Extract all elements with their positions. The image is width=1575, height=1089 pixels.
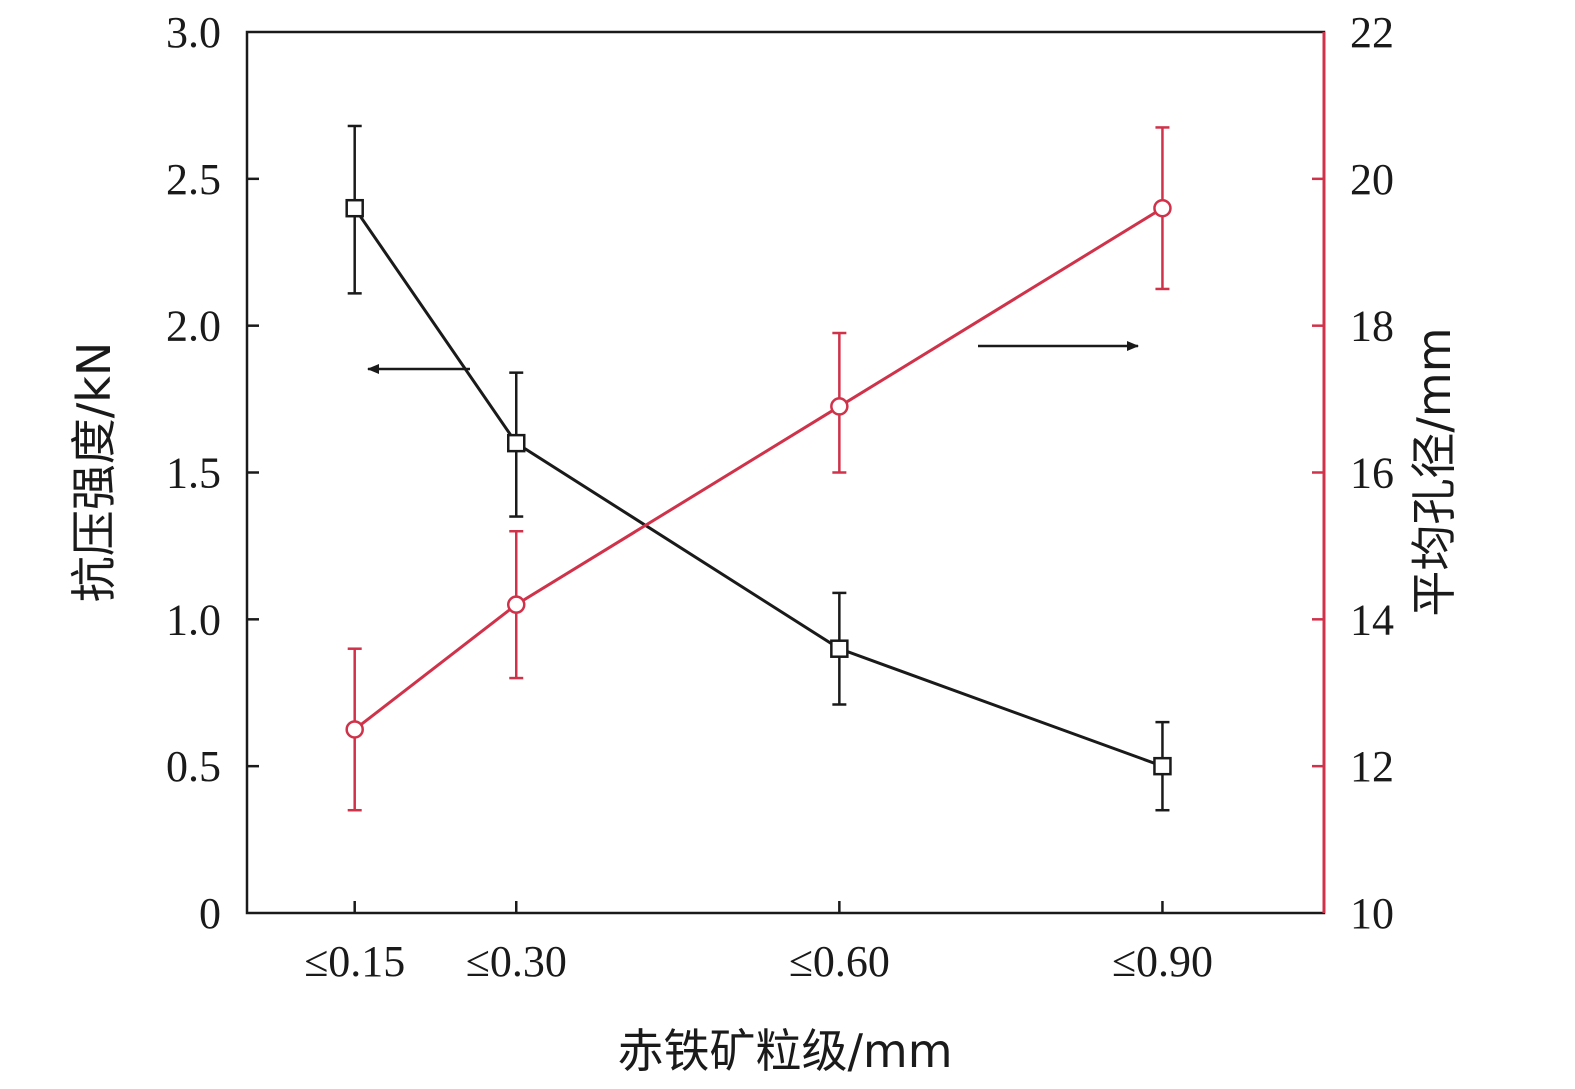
x-tick-label: ≤0.30	[466, 937, 567, 986]
data-point-square	[1153, 756, 1172, 776]
y2-tick-label: 20	[1350, 155, 1394, 204]
data-point-square	[830, 639, 849, 658]
x-axis-title: 赤铁矿粒级/mm	[617, 1024, 952, 1078]
y2-axis-title: 平均孔径/mm	[1407, 327, 1461, 616]
y-tick-label: 3.0	[166, 8, 221, 57]
y2-tick-label: 12	[1350, 742, 1394, 791]
y-tick-label: 0.5	[166, 742, 221, 791]
series-1-line	[353, 207, 1163, 768]
x-tick-label: ≤0.15	[304, 937, 405, 986]
data-point-circle	[507, 595, 526, 614]
y2-tick-label: 16	[1350, 449, 1394, 498]
y2-tick-label: 22	[1350, 8, 1394, 57]
y-tick-label: 1.5	[166, 449, 221, 498]
series-layer	[345, 124, 1172, 812]
y-tick-label: 2.0	[166, 302, 221, 351]
series-2-line	[353, 206, 1164, 731]
x-axis-ticks: ≤0.15 ≤0.30 ≤0.60 ≤0.90	[304, 901, 1213, 986]
y2-tick-label: 14	[1350, 595, 1394, 644]
y-tick-label: 0	[199, 889, 221, 938]
data-point-square	[345, 198, 364, 218]
y-tick-label: 2.5	[166, 155, 221, 204]
right-axis-ticks: 10 12 14 16 18 20 22	[1312, 8, 1394, 938]
data-point-square	[507, 433, 526, 453]
y2-tick-label: 18	[1350, 302, 1394, 351]
y2-tick-label: 10	[1350, 889, 1394, 938]
data-point-circle	[830, 397, 849, 416]
annotation-layer	[367, 341, 1139, 374]
left-axis-ticks: 0 0.5 1.0 1.5 2.0 2.5 3.0	[166, 8, 259, 938]
x-tick-label: ≤0.60	[789, 937, 890, 986]
data-point-circle	[345, 720, 364, 739]
y-tick-label: 1.0	[166, 595, 221, 644]
y-axis-title: 抗压强度/kN	[67, 342, 121, 603]
data-point-circle	[1153, 198, 1172, 218]
x-tick-label: ≤0.90	[1112, 937, 1213, 986]
